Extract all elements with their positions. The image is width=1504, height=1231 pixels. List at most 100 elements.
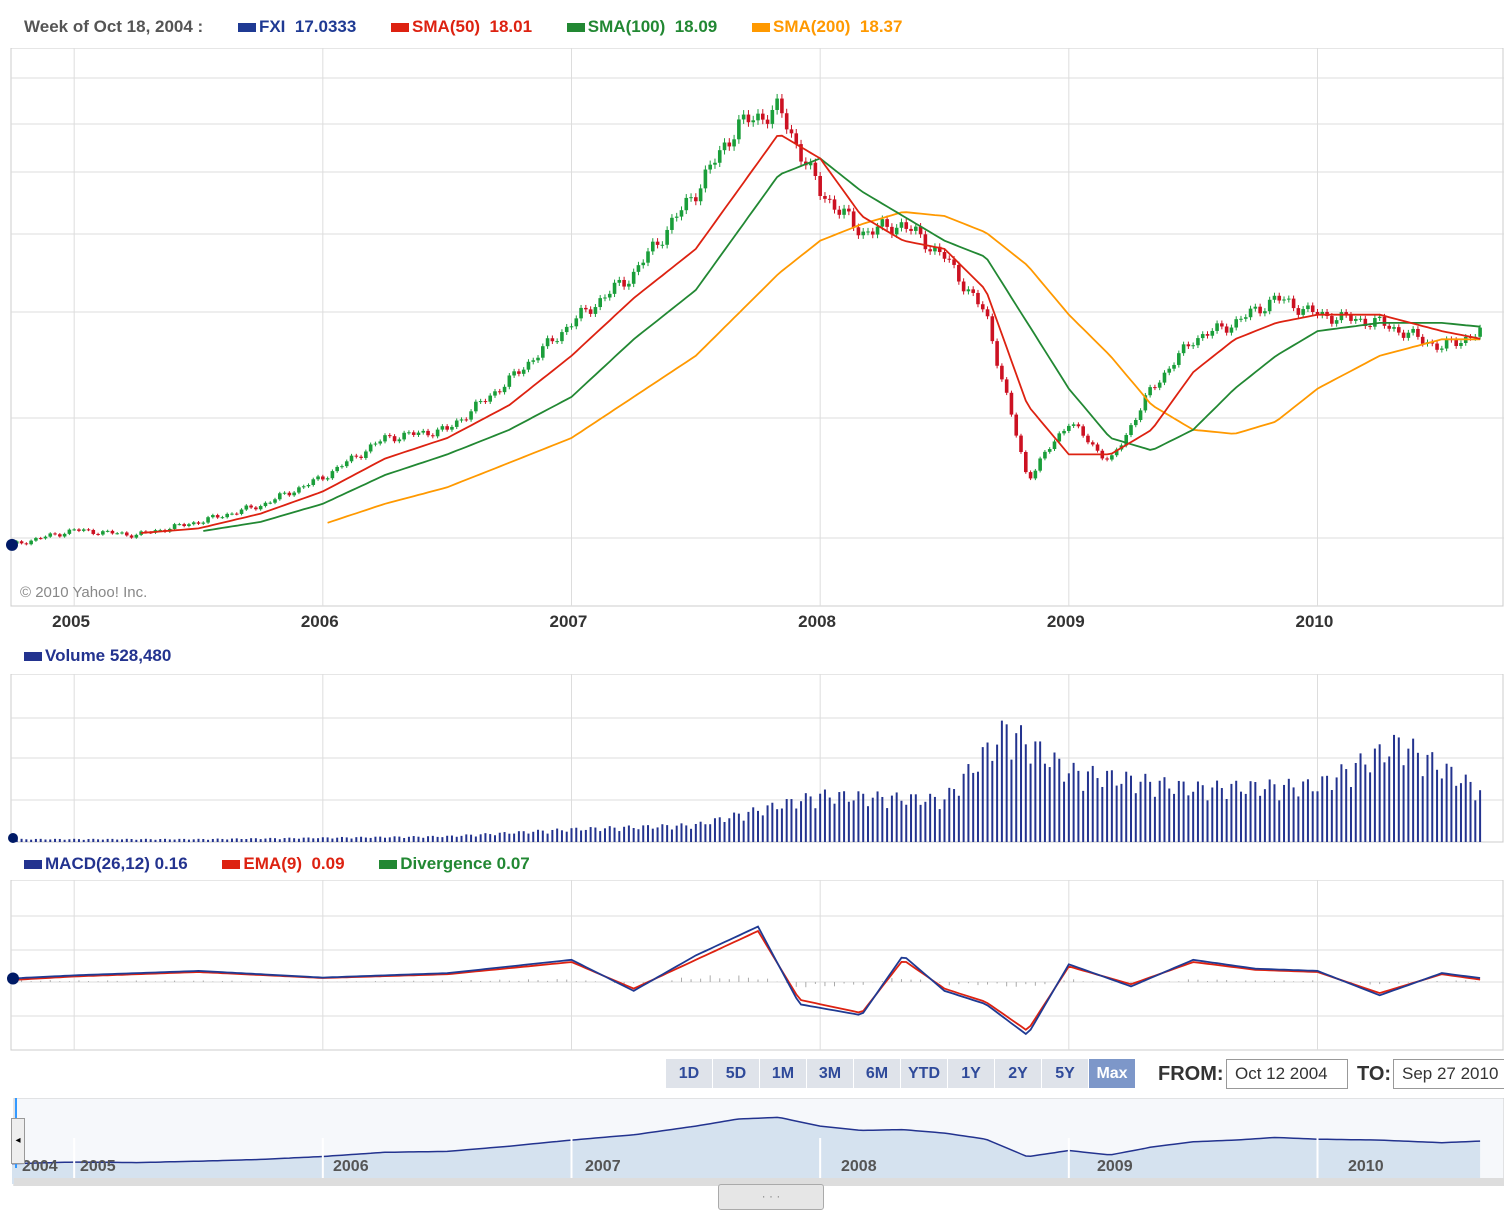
candle-body (593, 307, 598, 314)
candle-body (258, 506, 263, 510)
navigator-left-handle-icon[interactable]: ◂ (11, 1118, 25, 1164)
navigator-chart[interactable] (0, 1098, 1504, 1186)
volume-bar (87, 839, 90, 842)
volume-bar (173, 839, 176, 842)
candle-body (134, 534, 139, 538)
candle-body (1210, 330, 1215, 336)
candle-body (311, 479, 316, 485)
to-label: TO: (1357, 1063, 1392, 1085)
volume-bar (240, 838, 243, 842)
candle-body (1396, 327, 1401, 333)
candle-body (1401, 332, 1406, 338)
volume-bar (690, 828, 693, 842)
candle-body (497, 391, 502, 393)
candle-body (1301, 309, 1305, 315)
range-button-5y[interactable]: 5Y (1042, 1059, 1089, 1088)
volume-bar (594, 827, 597, 842)
volume-bar (355, 837, 358, 842)
candle-body (483, 401, 488, 403)
range-button-1y[interactable]: 1Y (948, 1059, 995, 1088)
volume-bar (670, 829, 673, 842)
volume-bar (474, 836, 477, 842)
volume-bar (680, 823, 683, 842)
volume-bar (34, 838, 37, 842)
range-button-1m[interactable]: 1M (760, 1059, 807, 1088)
candle-body (541, 346, 545, 358)
volume-bar (570, 828, 573, 842)
volume-chart[interactable] (0, 674, 1504, 844)
volume-bar (235, 838, 238, 842)
candle-body (1057, 433, 1062, 442)
volume-bar (1393, 734, 1396, 842)
candle-body (321, 476, 325, 480)
volume-bar (331, 838, 334, 842)
range-button-max[interactable]: Max (1089, 1059, 1136, 1088)
candle-body (493, 391, 497, 396)
range-selector: 1D 5D 1M 3M 6M YTD 1Y 2Y 5Y Max (666, 1059, 1136, 1088)
candle-body (751, 120, 756, 123)
candle-body (937, 246, 942, 253)
volume-bar (1163, 777, 1166, 842)
volume-bar (675, 825, 678, 842)
volume-bar (814, 808, 817, 842)
range-button-ytd[interactable]: YTD (901, 1059, 948, 1088)
volume-bar (63, 839, 66, 842)
candle-body (383, 435, 387, 442)
candle-body (120, 532, 124, 534)
range-button-3m[interactable]: 3M (807, 1059, 854, 1088)
candle-body (263, 502, 268, 507)
from-date-input[interactable]: Oct 12 2004 (1226, 1059, 1348, 1089)
candle-body (708, 164, 712, 170)
volume-bar (39, 838, 42, 842)
candle-body (392, 436, 397, 442)
candle-body (1459, 342, 1463, 347)
candle-body (53, 533, 57, 535)
to-date-input[interactable]: Sep 27 2010 (1393, 1059, 1504, 1089)
candle-body (1153, 387, 1157, 389)
volume-bar (1072, 762, 1075, 842)
volume-bar (250, 838, 253, 842)
candle-body (1177, 353, 1181, 365)
range-button-2y[interactable]: 2Y (995, 1059, 1042, 1088)
range-button-1d[interactable]: 1D (666, 1059, 713, 1088)
candle-body (1062, 430, 1066, 434)
candle-body (971, 289, 975, 293)
volume-bar (1469, 781, 1472, 842)
volume-bar (632, 828, 635, 842)
macd-chart[interactable] (0, 880, 1504, 1052)
candle-body (421, 430, 426, 433)
year-label-2007: 2007 (549, 612, 588, 631)
candle-body (957, 264, 961, 282)
volume-bar (905, 804, 908, 842)
volume-bar (111, 838, 114, 842)
candle-body (760, 113, 765, 120)
volume-bar (1402, 765, 1405, 842)
candle-body (1416, 328, 1420, 337)
volume-bar (575, 827, 578, 842)
volume-bar (1273, 784, 1276, 842)
candle-body (378, 441, 383, 444)
navigator-scroll-handle[interactable]: · · · (718, 1184, 824, 1210)
candle-body (1148, 387, 1152, 396)
range-button-6m[interactable]: 6M (854, 1059, 901, 1088)
volume-bar (886, 808, 889, 842)
volume-bar (890, 795, 893, 842)
candle-body (416, 432, 421, 435)
volume-bar (847, 801, 850, 842)
volume-bar (766, 805, 769, 842)
price-chart[interactable] (0, 48, 1504, 608)
volume-bar (1479, 790, 1482, 842)
candle-body (273, 499, 277, 503)
candle-body (1047, 449, 1052, 452)
navigator-line (11, 1116, 1481, 1165)
candle-body (1071, 424, 1076, 426)
candle-body (1478, 327, 1482, 337)
volume-bar (1010, 759, 1013, 842)
candle-body (282, 492, 287, 494)
range-button-5d[interactable]: 5D (713, 1059, 760, 1088)
navigator-year-2009: 2009 (1097, 1158, 1133, 1175)
candle-body (96, 533, 100, 535)
candle-body (1267, 299, 1272, 312)
volume-bar (1254, 782, 1257, 842)
volume-bar (1177, 780, 1180, 842)
